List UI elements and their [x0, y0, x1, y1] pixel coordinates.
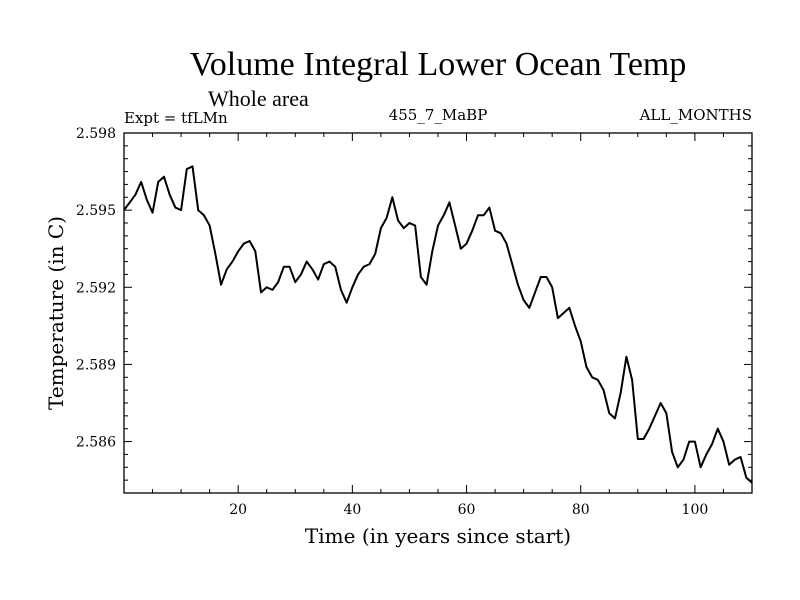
x-tick-label: 60	[458, 502, 476, 518]
x-axis-label: Time (in years since start)	[305, 524, 571, 548]
plot-frame	[123, 132, 753, 494]
temperature-series-line	[123, 165, 753, 484]
y-tick-label: 2.586	[76, 435, 116, 451]
chart-subtitle: Whole area	[208, 86, 309, 111]
x-tick-label: 40	[343, 502, 361, 518]
x-tick-label: 100	[682, 502, 709, 518]
y-tick-label: 2.592	[76, 280, 116, 296]
y-tick-label: 2.595	[76, 203, 116, 219]
run-label: 455_7_MaBP	[389, 106, 488, 124]
x-tick-label: 20	[229, 502, 247, 518]
x-tick-label: 80	[572, 502, 590, 518]
y-tick-label: 2.589	[76, 357, 116, 373]
months-label: ALL_MONTHS	[639, 106, 752, 124]
experiment-label: Expt = tfLMn	[124, 109, 228, 127]
y-tick-label: 2.598	[76, 126, 116, 142]
chart-title: Volume Integral Lower Ocean Temp	[190, 46, 687, 83]
y-axis-label: Temperature (in C)	[44, 216, 68, 410]
